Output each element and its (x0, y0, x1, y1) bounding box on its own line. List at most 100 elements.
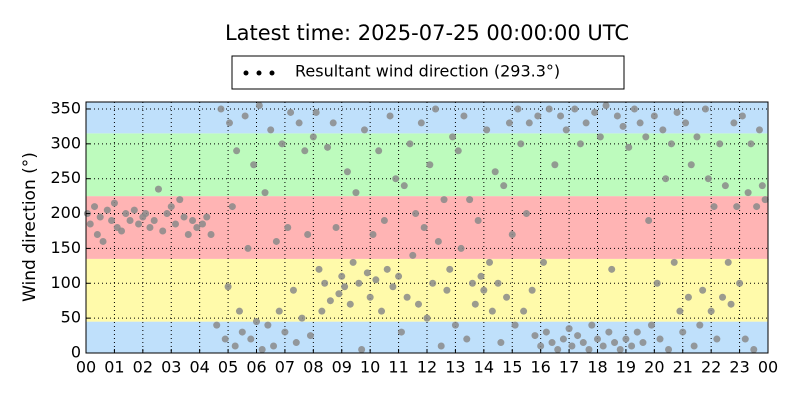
point (326, 297, 334, 305)
point (346, 300, 354, 308)
point (372, 276, 380, 284)
point (676, 307, 684, 315)
x-tick-label: 20 (644, 358, 664, 377)
x-tick-label: 15 (502, 358, 522, 377)
point (713, 335, 721, 343)
point (622, 335, 630, 343)
point (486, 258, 494, 266)
point (96, 213, 104, 221)
point (99, 237, 107, 245)
point (403, 293, 411, 301)
legend-label: Resultant wind direction (293.3°) (295, 62, 560, 81)
point (596, 133, 604, 141)
point (520, 307, 528, 315)
point (608, 265, 616, 273)
point (480, 286, 488, 294)
point (670, 258, 678, 266)
point (679, 328, 687, 336)
y-axis-label: Wind direction (°) (20, 152, 40, 302)
point (272, 237, 280, 245)
point (146, 224, 154, 231)
point (400, 182, 408, 190)
point (312, 108, 320, 116)
x-tick-label: 17 (559, 358, 579, 377)
x-tick-label: 03 (161, 358, 181, 377)
x-tick-label: 00 (76, 358, 96, 377)
point (673, 108, 681, 116)
point (392, 175, 400, 183)
point (565, 325, 573, 333)
y-tick-label: 150 (50, 238, 81, 257)
point (228, 203, 236, 211)
point (207, 230, 215, 238)
point (180, 213, 188, 221)
point (665, 346, 673, 354)
point (397, 328, 405, 336)
point (292, 339, 300, 347)
point (508, 230, 516, 238)
point (755, 126, 763, 134)
point (684, 293, 692, 301)
point (213, 321, 221, 329)
point (261, 189, 269, 197)
point (761, 196, 769, 204)
point (457, 244, 465, 252)
point (329, 119, 337, 127)
x-tick-label: 00 (758, 358, 778, 377)
point (281, 328, 289, 336)
point (537, 342, 545, 350)
point (91, 203, 99, 211)
point (633, 328, 641, 336)
point (463, 335, 471, 343)
legend-marker (243, 70, 275, 76)
point (118, 227, 126, 235)
x-tick-label: 16 (530, 358, 550, 377)
point (154, 185, 162, 193)
x-tick-label: 08 (303, 358, 323, 377)
point (108, 217, 116, 225)
point (571, 105, 579, 113)
point (554, 346, 562, 354)
x-tick-label: 01 (104, 358, 124, 377)
point (747, 140, 755, 148)
point (451, 321, 459, 329)
point (534, 112, 542, 120)
point (434, 237, 442, 245)
point (454, 147, 462, 155)
point (289, 286, 297, 294)
point (315, 265, 323, 273)
point (591, 108, 599, 116)
point (231, 342, 239, 350)
point (253, 318, 260, 326)
point (278, 140, 286, 148)
point (721, 182, 729, 190)
point (625, 143, 633, 151)
point (730, 119, 738, 127)
point (736, 279, 744, 287)
point (471, 300, 479, 308)
point (619, 122, 627, 130)
point (639, 339, 647, 347)
x-tick-label: 05 (218, 358, 238, 377)
point (491, 168, 499, 176)
point (86, 220, 94, 228)
point (494, 279, 502, 287)
point (142, 210, 150, 218)
point (576, 140, 584, 148)
x-tick-label: 04 (189, 358, 209, 377)
point (741, 335, 749, 343)
point (221, 335, 229, 343)
point (432, 105, 440, 113)
point (409, 251, 417, 259)
point (696, 321, 704, 329)
point (449, 133, 457, 141)
x-tick-label: 21 (673, 358, 693, 377)
point (636, 119, 644, 127)
point (611, 339, 619, 347)
point (414, 300, 422, 308)
point (613, 112, 621, 120)
point (159, 227, 167, 235)
point (440, 196, 448, 204)
point (235, 307, 243, 315)
x-tick-label: 09 (332, 358, 352, 377)
